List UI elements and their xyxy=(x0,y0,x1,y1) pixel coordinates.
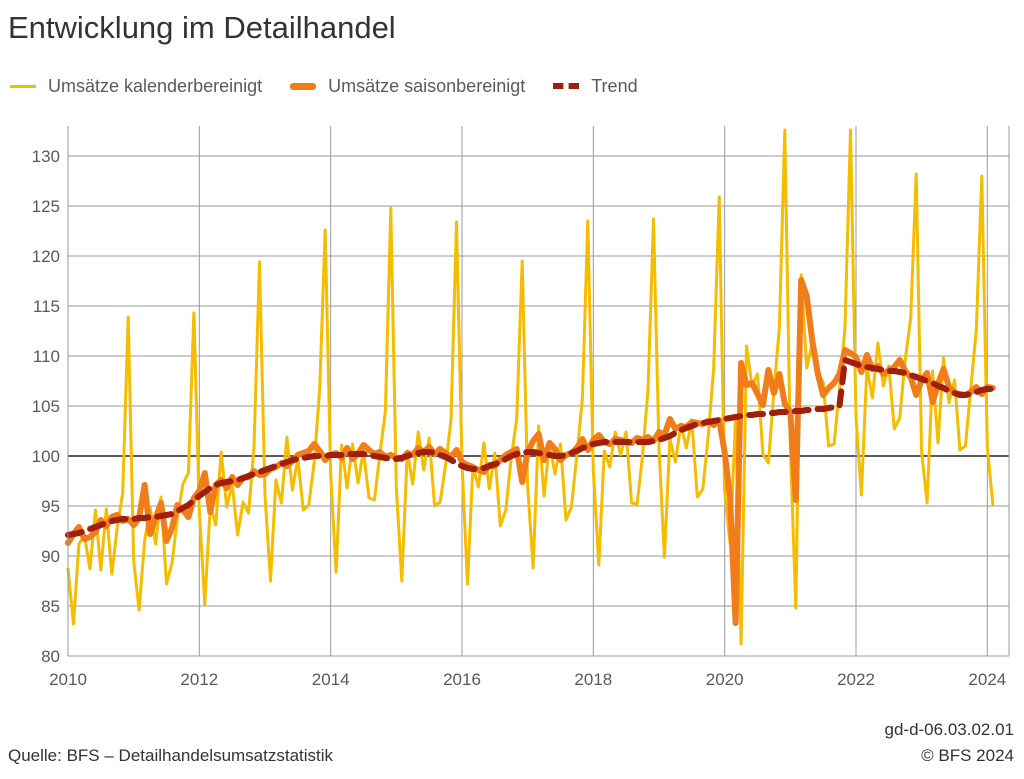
y-tick-label: 125 xyxy=(32,197,60,216)
x-tick-label: 2018 xyxy=(574,670,612,689)
legend-swatch-saisonbereinigt xyxy=(290,82,317,90)
x-tick-label: 2020 xyxy=(706,670,744,689)
y-tick-label: 100 xyxy=(32,447,60,466)
legend-item-trend[interactable]: Trend xyxy=(553,75,638,97)
y-tick-label: 110 xyxy=(33,347,60,366)
x-tick-label: 2022 xyxy=(837,670,875,689)
legend-label-kalenderbereinigt: Umsätze kalenderbereinigt xyxy=(48,75,263,96)
y-tick-label: 115 xyxy=(33,297,60,316)
legend-swatch-kalenderbereinigt xyxy=(10,84,36,88)
legend-item-saisonbereinigt[interactable]: Umsätze saisonbereinigt xyxy=(290,76,525,97)
x-tick-label: 2014 xyxy=(312,670,350,689)
x-tick-label: 2010 xyxy=(49,670,87,689)
series-line-2 xyxy=(65,357,996,538)
legend-label-saisonbereinigt: Umsätze saisonbereinigt xyxy=(328,75,526,96)
y-tick-label: 120 xyxy=(32,247,60,266)
y-tick-label: 95 xyxy=(41,497,60,516)
series-lines xyxy=(65,128,996,646)
chart-title: Entwicklung im Detailhandel xyxy=(8,10,396,45)
y-tick-label: 130 xyxy=(32,147,60,166)
copyright: © BFS 2024 xyxy=(921,746,1014,765)
x-tick-label: 2016 xyxy=(443,670,481,689)
legend: Umsätze kalenderbereinigt Umsätze saison… xyxy=(10,74,666,98)
legend-swatch-trend xyxy=(553,83,580,89)
legend-label-trend: Trend xyxy=(591,75,638,96)
chart-code: gd-d-06.03.02.01 xyxy=(884,720,1015,739)
y-tick-label: 85 xyxy=(41,597,60,616)
y-tick-label: 80 xyxy=(41,647,60,666)
x-tick-label: 2024 xyxy=(968,670,1006,689)
legend-item-kalenderbereinigt[interactable]: Umsätze kalenderbereinigt xyxy=(10,76,262,97)
y-tick-label: 105 xyxy=(32,397,60,416)
axes: 80 85 90 95 100 105 110 115 120 125 130 2010 2012 201… xyxy=(32,126,1010,689)
series-line-0 xyxy=(66,128,995,646)
source-note: Quelle: BFS – Detailhandelsumsatzstatist… xyxy=(8,746,334,765)
x-tick-label: 2012 xyxy=(180,670,218,689)
y-tick-label: 90 xyxy=(41,547,60,566)
grid xyxy=(67,126,1009,657)
